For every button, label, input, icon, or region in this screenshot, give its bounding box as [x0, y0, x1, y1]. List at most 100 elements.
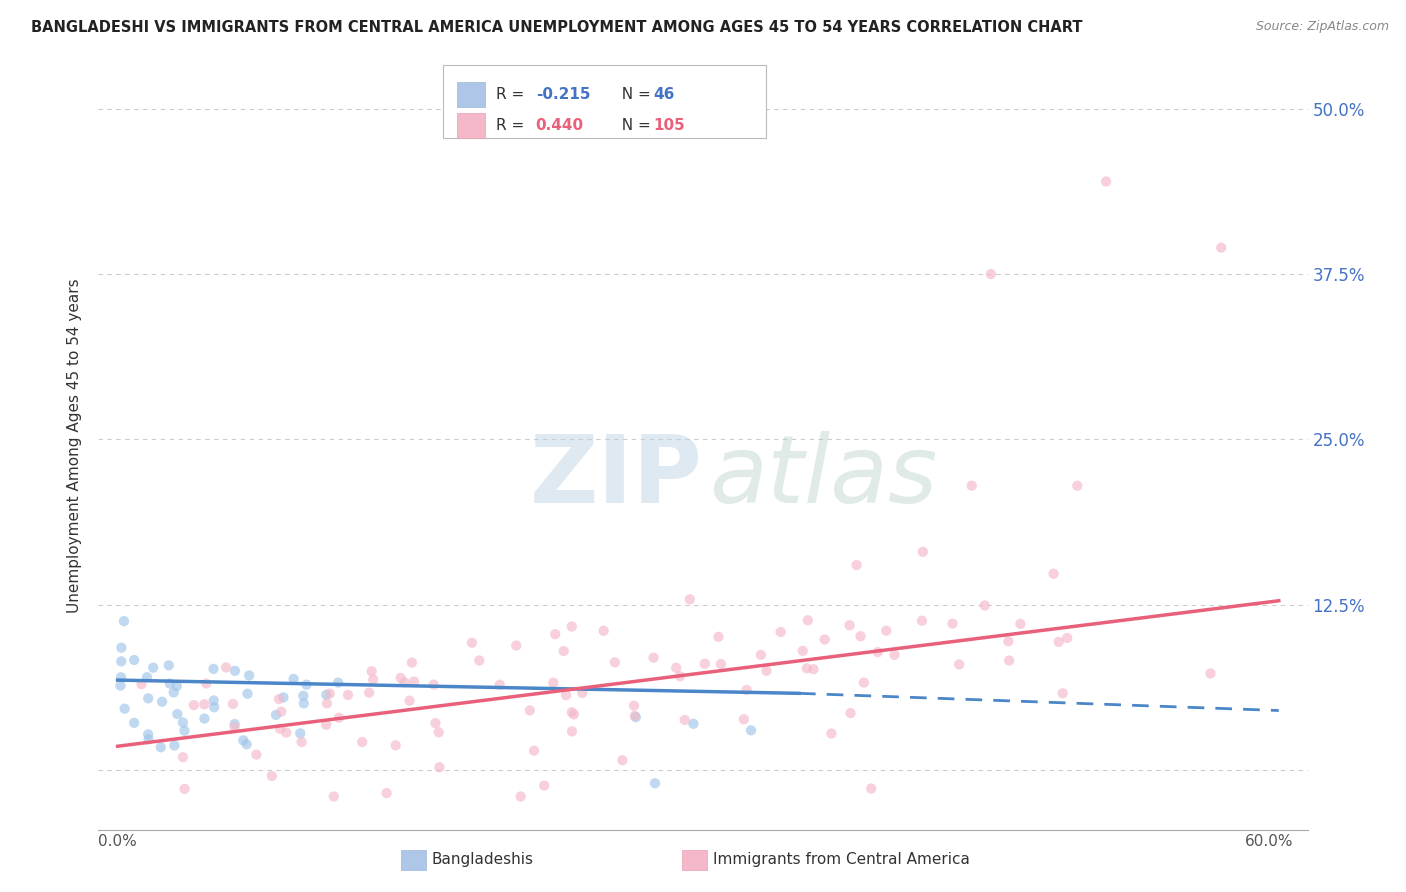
Text: R =: R =: [496, 118, 530, 133]
Point: [1042, 566, 1064, 581]
Point: [911, 545, 934, 559]
Point: [733, 712, 755, 726]
Point: [960, 478, 983, 492]
Point: [394, 675, 416, 690]
Point: [260, 769, 283, 783]
Point: [202, 662, 225, 676]
Point: [157, 658, 180, 673]
Point: [149, 740, 172, 755]
Point: [866, 645, 889, 659]
Point: [283, 672, 305, 686]
Point: [468, 653, 491, 667]
Point: [643, 650, 665, 665]
Point: [138, 732, 160, 747]
Point: [980, 267, 1002, 281]
Point: [505, 639, 527, 653]
Point: [948, 657, 970, 672]
Point: [669, 669, 692, 683]
Point: [326, 675, 349, 690]
Point: [860, 781, 883, 796]
Point: [1052, 686, 1074, 700]
Point: [571, 686, 593, 700]
Point: [236, 687, 259, 701]
Point: [749, 648, 772, 662]
Point: [319, 687, 342, 701]
Point: [562, 707, 585, 722]
Point: [488, 678, 510, 692]
Point: [336, 688, 359, 702]
Point: [172, 750, 194, 764]
Point: [384, 739, 406, 753]
Point: [553, 644, 575, 658]
Point: [110, 654, 132, 668]
Point: [222, 697, 245, 711]
Point: [769, 625, 792, 640]
Point: [359, 686, 381, 700]
Point: [561, 724, 583, 739]
Point: [561, 619, 583, 633]
Point: [612, 753, 634, 767]
Point: [315, 688, 337, 702]
Point: [238, 668, 260, 682]
Point: [644, 776, 666, 790]
Point: [264, 707, 287, 722]
Point: [193, 698, 215, 712]
Point: [883, 648, 905, 662]
Point: [1095, 174, 1118, 188]
Text: Bangladeshis: Bangladeshis: [432, 853, 534, 867]
Point: [136, 691, 159, 706]
Point: [740, 723, 762, 738]
Point: [316, 697, 339, 711]
Point: [112, 614, 135, 628]
Point: [122, 715, 145, 730]
Point: [375, 786, 398, 800]
Point: [603, 656, 626, 670]
Point: [352, 735, 374, 749]
Point: [561, 706, 583, 720]
Point: [122, 653, 145, 667]
Point: [360, 665, 382, 679]
Point: [911, 614, 934, 628]
Point: [849, 629, 872, 643]
Point: [183, 698, 205, 713]
Y-axis label: Unemployment Among Ages 45 to 54 years: Unemployment Among Ages 45 to 54 years: [67, 278, 83, 614]
Point: [665, 661, 688, 675]
Point: [679, 592, 702, 607]
Point: [166, 706, 188, 721]
Text: ZIP: ZIP: [530, 431, 703, 523]
Point: [533, 779, 555, 793]
Point: [429, 760, 451, 774]
Point: [1047, 635, 1070, 649]
Point: [215, 660, 238, 674]
Point: [322, 789, 344, 804]
Point: [398, 694, 420, 708]
Text: atlas: atlas: [709, 431, 938, 522]
Text: R =: R =: [496, 87, 530, 102]
Text: 46: 46: [654, 87, 675, 102]
Point: [361, 673, 384, 687]
Point: [755, 664, 778, 678]
Point: [682, 716, 704, 731]
Point: [142, 661, 165, 675]
Point: [623, 709, 645, 723]
Point: [110, 679, 132, 693]
Point: [193, 712, 215, 726]
Point: [224, 664, 246, 678]
Text: N =: N =: [612, 118, 655, 133]
Point: [267, 692, 290, 706]
Point: [276, 725, 298, 739]
Text: Source: ZipAtlas.com: Source: ZipAtlas.com: [1256, 20, 1389, 33]
Point: [245, 747, 267, 762]
Point: [110, 670, 132, 684]
Point: [235, 737, 257, 751]
Point: [796, 661, 818, 675]
Point: [292, 697, 315, 711]
Point: [735, 682, 758, 697]
Point: [673, 713, 696, 727]
Point: [624, 710, 647, 724]
Point: [195, 676, 218, 690]
Point: [803, 662, 825, 676]
Point: [131, 677, 153, 691]
Point: [328, 711, 350, 725]
Point: [202, 693, 225, 707]
